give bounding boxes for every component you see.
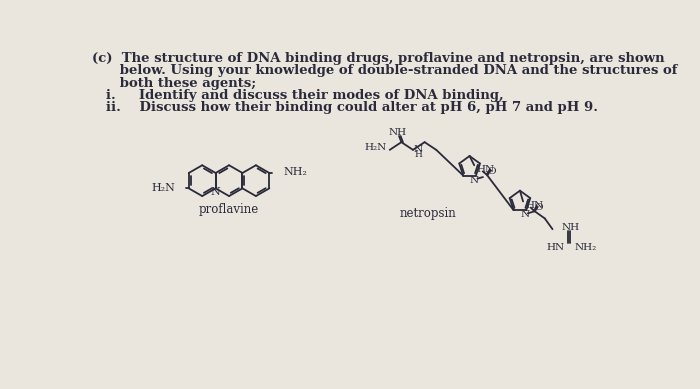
Text: i.     Identify and discuss their modes of DNA binding,: i. Identify and discuss their modes of D… [92, 89, 504, 102]
Text: N: N [211, 187, 220, 197]
Text: HN: HN [526, 201, 543, 210]
Text: N: N [414, 145, 423, 154]
Text: NH: NH [562, 223, 580, 232]
Text: O: O [487, 167, 496, 176]
Text: NH₂: NH₂ [574, 243, 596, 252]
Text: HN: HN [547, 243, 565, 252]
Text: O: O [534, 203, 543, 212]
Text: netropsin: netropsin [400, 207, 457, 219]
Text: H: H [414, 150, 422, 159]
Text: NH₂: NH₂ [284, 167, 307, 177]
Text: HN: HN [477, 165, 495, 173]
Text: H₂N: H₂N [365, 143, 386, 152]
Text: below. Using your knowledge of double-stranded DNA and the structures of: below. Using your knowledge of double-st… [92, 65, 678, 77]
Text: ii.    Discuss how their binding could alter at pH 6, pH 7 and pH 9.: ii. Discuss how their binding could alte… [92, 102, 598, 114]
Text: N: N [470, 176, 479, 185]
Text: NH: NH [389, 128, 407, 137]
Text: (c)  The structure of DNA binding drugs, proflavine and netropsin, are shown: (c) The structure of DNA binding drugs, … [92, 52, 665, 65]
Text: N: N [520, 210, 529, 219]
Text: both these agents;: both these agents; [92, 77, 256, 90]
Text: H₂N: H₂N [151, 182, 175, 193]
Text: proflavine: proflavine [199, 203, 259, 216]
